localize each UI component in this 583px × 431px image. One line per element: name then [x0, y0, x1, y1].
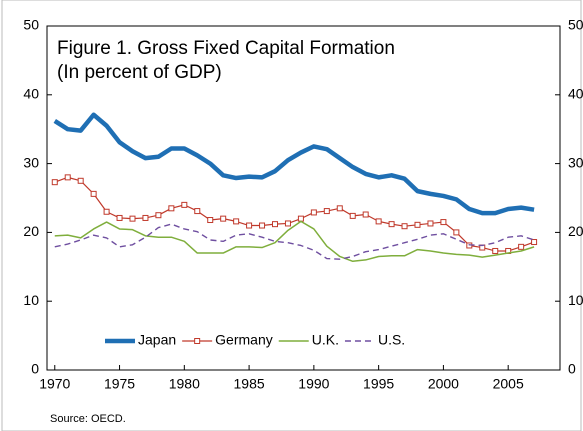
x-tick-label: 1975 [104, 376, 135, 392]
y2-tick-label: 20 [568, 223, 583, 239]
y2-tick-label: 50 [568, 17, 583, 33]
point-marker [51, 179, 58, 186]
x-tick-label: 1985 [234, 376, 265, 392]
point-marker [284, 220, 291, 227]
point-marker [272, 221, 278, 228]
point-marker [103, 208, 110, 215]
y-tick-label: 40 [23, 86, 39, 102]
point-marker [259, 222, 266, 229]
point-marker [362, 211, 369, 218]
point-marker [168, 205, 175, 212]
point-marker [194, 208, 201, 215]
legend-label: U.K. [312, 332, 339, 348]
point-marker [310, 209, 317, 216]
point-marker [375, 218, 382, 225]
point-marker [220, 215, 227, 222]
point-marker [90, 190, 97, 197]
point-marker [427, 220, 434, 227]
x-tick-label: 2000 [428, 376, 459, 392]
point-marker [233, 218, 240, 225]
point-marker [297, 215, 304, 222]
legend-marker [194, 338, 201, 344]
point-marker [518, 243, 525, 250]
x-tick-label: 1995 [363, 376, 394, 392]
y-tick-label: 30 [23, 154, 39, 170]
series-line [54, 223, 535, 260]
y2-tick-label: 30 [568, 154, 583, 170]
point-marker [349, 212, 356, 219]
point-marker [336, 205, 343, 212]
point-marker [401, 223, 408, 230]
point-marker [207, 217, 214, 224]
point-marker [440, 219, 447, 226]
point-marker [388, 221, 395, 228]
x-tick-label: 2005 [493, 376, 524, 392]
x-tick-label: 1990 [298, 376, 329, 392]
point-marker [181, 201, 188, 208]
point-marker [531, 239, 538, 246]
point-marker [414, 221, 421, 228]
chart-title: Figure 1. Gross Fixed Capital Formation [57, 38, 395, 59]
source: Source: OECD. [50, 413, 126, 425]
y2-tick-label: 40 [568, 86, 583, 102]
point-marker [64, 174, 71, 181]
y-tick-label: 20 [23, 223, 39, 239]
x-tick-label: 1970 [39, 376, 70, 392]
x-tick-label: 1980 [169, 376, 200, 392]
point-marker [129, 215, 136, 222]
series-line [54, 220, 535, 263]
point-marker [323, 208, 330, 215]
legend-label: Japan [138, 332, 176, 348]
legend-label: Germany [215, 332, 273, 348]
point-marker [453, 229, 460, 236]
point-marker [246, 222, 253, 229]
series-line [53, 112, 535, 216]
y-tick-label: 10 [23, 292, 39, 308]
legend-label: U.S. [378, 332, 405, 348]
y-tick-label: 50 [23, 17, 39, 33]
y2-tick-label: 10 [568, 292, 583, 308]
chart-subtitle: (In percent of GDP) [57, 62, 222, 83]
point-marker [155, 212, 162, 219]
point-marker [142, 214, 149, 221]
plot-frame [46, 25, 561, 371]
point-marker [77, 177, 84, 184]
point-marker [492, 247, 499, 254]
point-marker [116, 214, 123, 221]
y-tick-label: 0 [31, 361, 39, 377]
y2-tick-label: 0 [568, 361, 576, 377]
